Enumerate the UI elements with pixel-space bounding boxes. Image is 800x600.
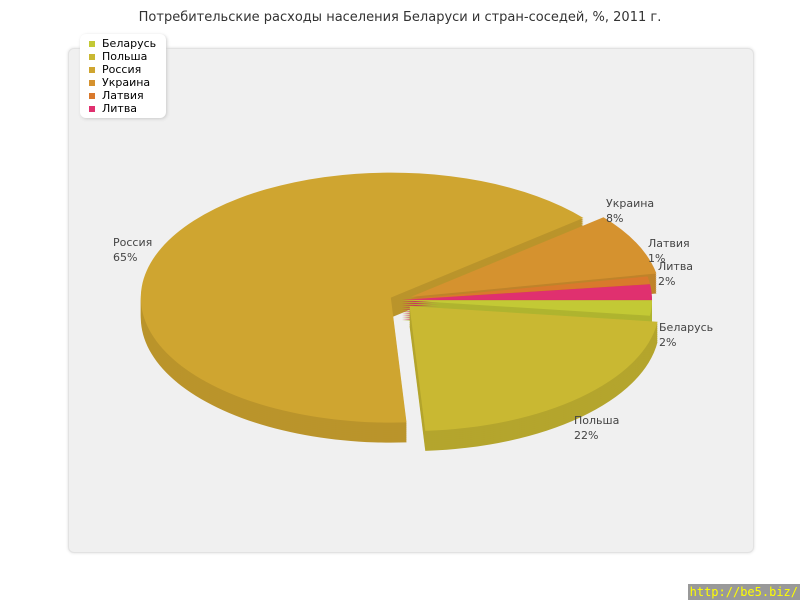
data-label: Беларусь	[659, 321, 713, 334]
legend-label: Латвия	[102, 89, 144, 102]
pie-slice-Украина[interactable]	[410, 217, 657, 297]
legend-item[interactable]: Беларусь	[80, 37, 166, 50]
data-label: Россия	[113, 236, 152, 249]
data-label: Украина	[606, 197, 654, 210]
legend-swatch	[89, 66, 95, 73]
pie-slice-Латвия[interactable]	[401, 276, 651, 300]
data-label: 2%	[659, 336, 676, 349]
watermark[interactable]: http://be5.biz/	[687, 584, 800, 600]
legend-swatch	[89, 40, 95, 47]
chart-title: Потребительские расходы населения Белару…	[138, 10, 662, 25]
legend-label: Литва	[102, 102, 138, 115]
legend: Беларусь Польша Россия Украина Латвия Литва	[80, 34, 166, 118]
pie-slice-Россия[interactable]	[140, 172, 584, 423]
legend-label: Россия	[102, 63, 142, 76]
data-label: 1%	[648, 252, 665, 265]
data-label: 22%	[574, 429, 598, 442]
data-label: 65%	[113, 251, 137, 264]
legend-item[interactable]: Польша	[80, 50, 166, 63]
legend-swatch	[89, 92, 95, 99]
data-label: Польша	[574, 414, 619, 427]
legend-label: Украина	[102, 76, 151, 89]
legend-item[interactable]: Россия	[80, 63, 166, 76]
pie-slice-Беларусь[interactable]	[401, 300, 652, 316]
legend-swatch	[89, 79, 95, 86]
data-label: 8%	[606, 212, 623, 225]
data-label: Латвия	[648, 237, 690, 250]
pie-slice-Польша[interactable]	[409, 306, 658, 431]
data-label: Литва	[658, 260, 693, 273]
legend-item[interactable]: Литва	[80, 102, 166, 115]
legend-swatch	[89, 53, 95, 60]
legend-swatch	[89, 105, 95, 112]
pie-slice-Литва[interactable]	[401, 284, 652, 300]
legend-item[interactable]: Украина	[80, 76, 166, 89]
legend-item[interactable]: Латвия	[80, 89, 166, 102]
data-label: 2%	[658, 275, 675, 288]
legend-label: Польша	[102, 50, 148, 63]
legend-label: Беларусь	[102, 37, 157, 50]
